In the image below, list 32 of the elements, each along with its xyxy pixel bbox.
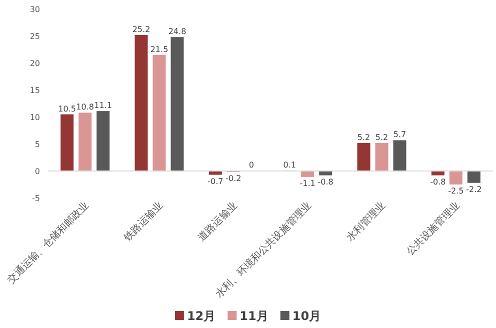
data-label: 10.8 xyxy=(76,102,94,112)
data-label: -0.8 xyxy=(318,177,334,186)
data-label: 5.2 xyxy=(357,132,370,142)
x-tick-label: 铁路运输业 xyxy=(120,200,166,244)
y-tick-label: 30 xyxy=(30,5,40,14)
legend-label: 12月 xyxy=(186,309,216,323)
data-label: 24.8 xyxy=(168,27,186,36)
data-label: -2.5 xyxy=(448,186,464,196)
data-label: 21.5 xyxy=(150,44,168,54)
data-label: -0.7 xyxy=(208,176,224,186)
x-tick-label: 道路运输业 xyxy=(196,200,240,244)
data-label: 0 xyxy=(248,160,254,170)
y-tick-label: 0 xyxy=(34,167,40,176)
legend-label: 10月 xyxy=(292,309,322,323)
data-label: 5.2 xyxy=(375,132,388,142)
y-tick-label: 10 xyxy=(30,113,40,122)
data-label: -1.1 xyxy=(300,178,316,188)
x-tick-label: 水利管理业 xyxy=(344,200,388,244)
y-tick-label: 15 xyxy=(30,86,40,95)
y-tick-label: 25 xyxy=(30,32,40,41)
y-tick-label: 20 xyxy=(30,59,40,68)
data-label: -0.8 xyxy=(430,177,446,186)
data-label: 10.5 xyxy=(58,104,76,114)
y-tick-label: 5 xyxy=(34,140,40,149)
data-label: -0.2 xyxy=(226,174,242,184)
legend-label: 11月 xyxy=(240,309,268,323)
data-label: -2.2 xyxy=(466,184,482,194)
x-tick-label: 公共设施管理业 xyxy=(404,200,462,258)
data-label: 11.1 xyxy=(94,101,112,110)
data-label: 25.2 xyxy=(132,24,150,34)
data-label: 0.1 xyxy=(283,160,296,170)
data-label: 5.7 xyxy=(393,130,406,140)
